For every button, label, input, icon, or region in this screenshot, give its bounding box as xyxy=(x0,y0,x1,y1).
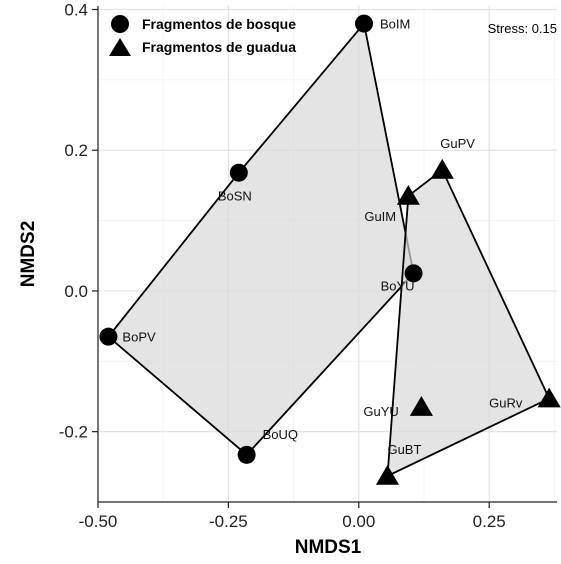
axes xyxy=(97,6,557,503)
point-label-BoSN: BoSN xyxy=(218,189,252,204)
x-tick-label: -0.50 xyxy=(79,512,118,531)
x-tick-label: 0.25 xyxy=(473,512,506,531)
point-GuIM xyxy=(396,184,420,205)
point-BoSN xyxy=(229,163,248,182)
y-tick-label: 0.2 xyxy=(64,141,88,160)
point-GuRv xyxy=(537,387,561,408)
hulls xyxy=(107,21,551,478)
x-ticks: -0.50 -0.25 0.00 0.25 xyxy=(79,502,506,531)
data-points xyxy=(99,14,561,485)
point-label-BoUQ: BoUQ xyxy=(263,427,298,442)
y-ticks: -0.2 0.0 0.2 0.4 xyxy=(59,1,98,442)
legend-label-guadua: Fragmentos de guadua xyxy=(142,39,296,55)
legend-circle-icon xyxy=(111,15,129,33)
stress-label: Stress: 0.15 xyxy=(488,21,557,36)
y-tick-label: 0.4 xyxy=(64,1,88,20)
y-axis-title: NMDS2 xyxy=(18,221,39,288)
point-BoUQ xyxy=(237,445,256,464)
legend-label-bosque: Fragmentos de bosque xyxy=(142,16,296,32)
point-GuBT xyxy=(375,464,400,485)
point-label-BoYU: BoYU xyxy=(381,278,415,293)
x-tick-label: 0.00 xyxy=(342,512,375,531)
point-BoPV xyxy=(99,327,118,346)
point-label-GuBT: GuBT xyxy=(387,442,421,457)
point-label-BoIM: BoIM xyxy=(380,17,410,32)
point-BoYU xyxy=(404,264,423,283)
y-tick-label: -0.2 xyxy=(59,423,88,442)
point-label-GuPV: GuPV xyxy=(440,136,475,151)
legend-triangle-icon xyxy=(109,38,131,56)
point-label-GuRv: GuRv xyxy=(489,396,523,411)
x-tick-label: -0.25 xyxy=(209,512,248,531)
point-BoIM xyxy=(355,14,374,33)
point-label-GuYU: GuYU xyxy=(363,404,398,419)
point-label-GuIM: GuIM xyxy=(364,209,396,224)
x-axis-title: NMDS1 xyxy=(295,537,362,558)
point-GuYU xyxy=(409,396,433,416)
y-tick-label: 0.0 xyxy=(64,282,88,301)
legend: Fragmentos de bosque Fragmentos de guadu… xyxy=(109,15,296,56)
point-GuPV xyxy=(430,158,454,179)
point-labels: BoIM BoSN BoPV BoUQ BoYU GuPV GuIM GuYU GuRv GuBT xyxy=(122,17,522,457)
point-label-BoPV: BoPV xyxy=(122,330,156,345)
